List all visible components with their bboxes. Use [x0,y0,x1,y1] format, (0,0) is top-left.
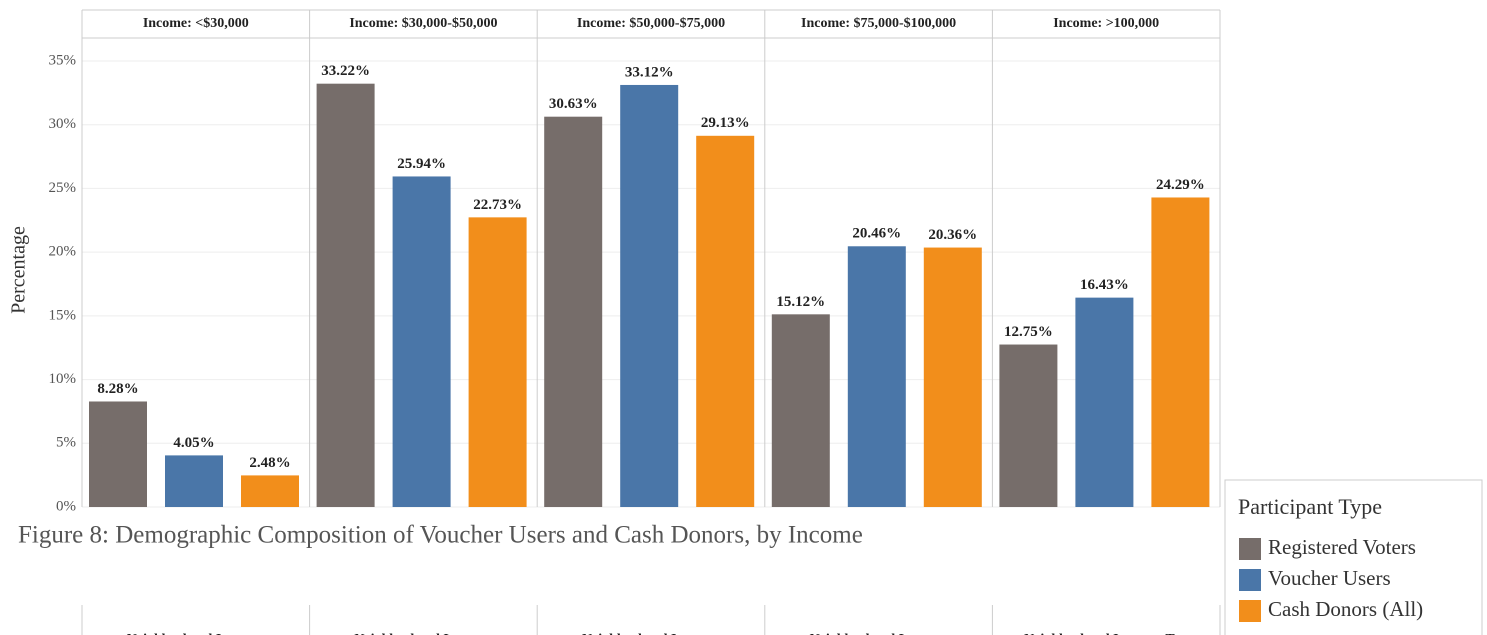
data-label: 15.12% [776,294,825,310]
bar [696,135,755,507]
y-tick-label: 15% [49,307,77,323]
bar [771,314,830,507]
data-label: 20.36% [928,227,977,243]
caption: Figure 8: Demographic Composition of Vou… [18,522,863,549]
data-label: 2.48% [249,455,290,471]
bar [241,475,299,507]
y-tick-label: 0% [56,498,76,514]
bar [620,84,679,507]
legend-label: Registered Voters [1268,535,1416,559]
y-axis-label: Percentage [8,226,30,314]
data-label: 25.94% [397,156,446,172]
bar [923,247,982,508]
panel-header: Income: <$30,000 [143,16,249,31]
data-label: 33.12% [625,64,674,80]
bar [392,176,451,507]
data-label: 30.63% [549,96,598,112]
y-tick-label: 30% [49,116,77,132]
next-panel-header: Neighborhood Income: [354,632,492,635]
next-panel-header: Neighborhood Income: Top [1024,632,1188,635]
data-label: 29.13% [701,115,750,131]
y-tick-label: 10% [49,371,77,387]
data-label: 20.46% [852,226,901,242]
bar [1075,297,1134,507]
bar [165,455,223,507]
legend-swatch [1239,569,1261,591]
bar [847,246,906,508]
bar [89,401,147,507]
bar [544,116,603,508]
panel-header: Income: >100,000 [1053,16,1159,31]
next-panel-header: Neighborhood Income: [582,632,720,635]
legend-box [1224,479,1483,635]
y-tick-label: 5% [56,435,76,451]
bar [999,344,1058,507]
bar [316,83,375,508]
data-label: 22.73% [473,197,522,213]
y-tick-label: 25% [49,180,77,196]
panel-header: Income: $30,000-$50,000 [349,16,497,31]
data-label: 33.22% [321,63,370,79]
legend-label: Voucher Users [1268,566,1391,590]
next-panel-header: Neighborhood Income: [810,632,948,635]
y-tick-label: 20% [49,244,77,260]
legend-swatch [1239,538,1261,560]
data-label: 8.28% [97,381,138,397]
legend-swatch [1239,600,1261,622]
y-tick-label: 35% [49,52,77,68]
bar [468,217,527,507]
data-label: 16.43% [1080,277,1129,293]
bar [1151,197,1210,507]
data-label: 4.05% [173,435,214,451]
next-panel-header: Neighborhood Income: [127,632,265,635]
legend-title: Participant Type [1238,494,1382,519]
panel-header: Income: $75,000-$100,000 [801,16,956,31]
legend-label: Cash Donors (All) [1268,597,1423,621]
data-label: 12.75% [1004,324,1053,340]
data-label: 24.29% [1156,177,1205,193]
panel-header: Income: $50,000-$75,000 [577,16,725,31]
